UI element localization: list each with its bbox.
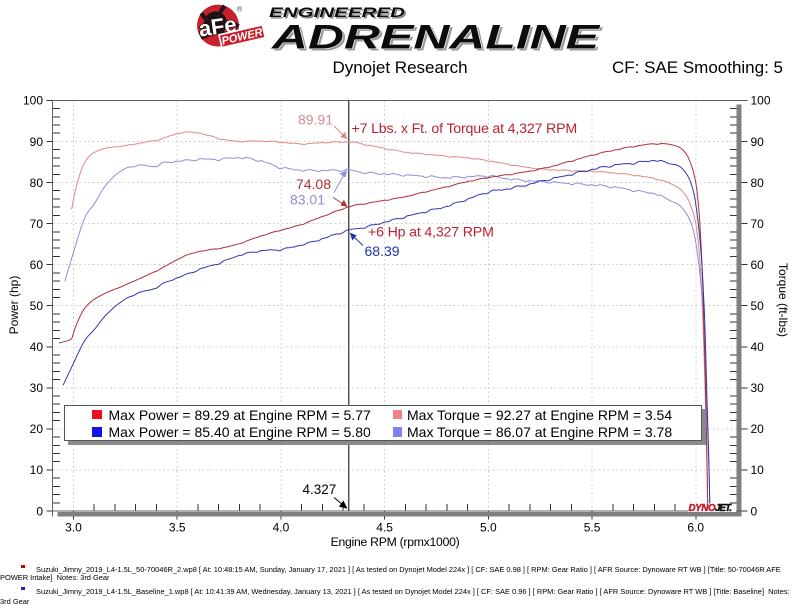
svg-text:80: 80 bbox=[30, 176, 44, 190]
svg-text:Power (hp): Power (hp) bbox=[7, 276, 21, 335]
svg-text:80: 80 bbox=[751, 176, 765, 190]
svg-text:10: 10 bbox=[30, 463, 44, 477]
svg-text:5.5: 5.5 bbox=[584, 521, 601, 535]
svg-text:0: 0 bbox=[36, 504, 43, 518]
svg-text:30: 30 bbox=[30, 381, 44, 395]
svg-text:50: 50 bbox=[30, 299, 44, 313]
svg-text:®: ® bbox=[237, 6, 243, 14]
svg-text:90: 90 bbox=[751, 135, 765, 149]
svg-text:ADRENALINE: ADRENALINE bbox=[271, 19, 601, 57]
svg-text:50: 50 bbox=[751, 299, 765, 313]
svg-text:3.0: 3.0 bbox=[65, 521, 82, 535]
svg-text:100: 100 bbox=[23, 94, 43, 108]
svg-text:70: 70 bbox=[30, 217, 44, 231]
svg-text:Engine RPM (rpmx1000): Engine RPM (rpmx1000) bbox=[331, 535, 460, 549]
svg-text:90: 90 bbox=[30, 135, 44, 149]
svg-text:10: 10 bbox=[751, 463, 765, 477]
svg-text:83.01: 83.01 bbox=[290, 191, 325, 207]
svg-text:4.327: 4.327 bbox=[303, 482, 337, 497]
svg-text:Torque (ft-lbs): Torque (ft-lbs) bbox=[776, 263, 790, 337]
svg-text:ENGINEERED: ENGINEERED bbox=[271, 5, 407, 21]
svg-text:+7 Lbs. x Ft. of Torque at 4,3: +7 Lbs. x Ft. of Torque at 4,327 RPM bbox=[352, 121, 578, 137]
svg-text:4.0: 4.0 bbox=[273, 521, 290, 535]
svg-text:5.0: 5.0 bbox=[480, 521, 497, 535]
svg-text:4.5: 4.5 bbox=[376, 521, 393, 535]
svg-text:0: 0 bbox=[751, 504, 758, 518]
svg-text:40: 40 bbox=[751, 340, 765, 354]
svg-text:ENGINEERED: ENGINEERED bbox=[269, 4, 405, 20]
svg-text:6.0: 6.0 bbox=[687, 521, 704, 535]
svg-text:60: 60 bbox=[30, 258, 44, 272]
svg-text:ADRENALINE: ADRENALINE bbox=[273, 21, 603, 59]
svg-text:60: 60 bbox=[751, 258, 765, 272]
svg-text:+6 Hp at 4,327 RPM: +6 Hp at 4,327 RPM bbox=[368, 224, 494, 240]
svg-text:68.39: 68.39 bbox=[365, 243, 400, 259]
svg-text:20: 20 bbox=[751, 422, 765, 436]
svg-text:89.91: 89.91 bbox=[298, 112, 333, 128]
svg-text:20: 20 bbox=[30, 422, 44, 436]
svg-text:DYNO: DYNO bbox=[689, 503, 716, 514]
svg-text:74.08: 74.08 bbox=[296, 176, 331, 192]
svg-text:40: 40 bbox=[30, 340, 44, 354]
svg-text:JET.: JET. bbox=[715, 503, 732, 514]
svg-text:70: 70 bbox=[751, 217, 765, 231]
svg-text:30: 30 bbox=[751, 381, 765, 395]
svg-text:100: 100 bbox=[751, 94, 771, 108]
svg-text:3.5: 3.5 bbox=[169, 521, 186, 535]
